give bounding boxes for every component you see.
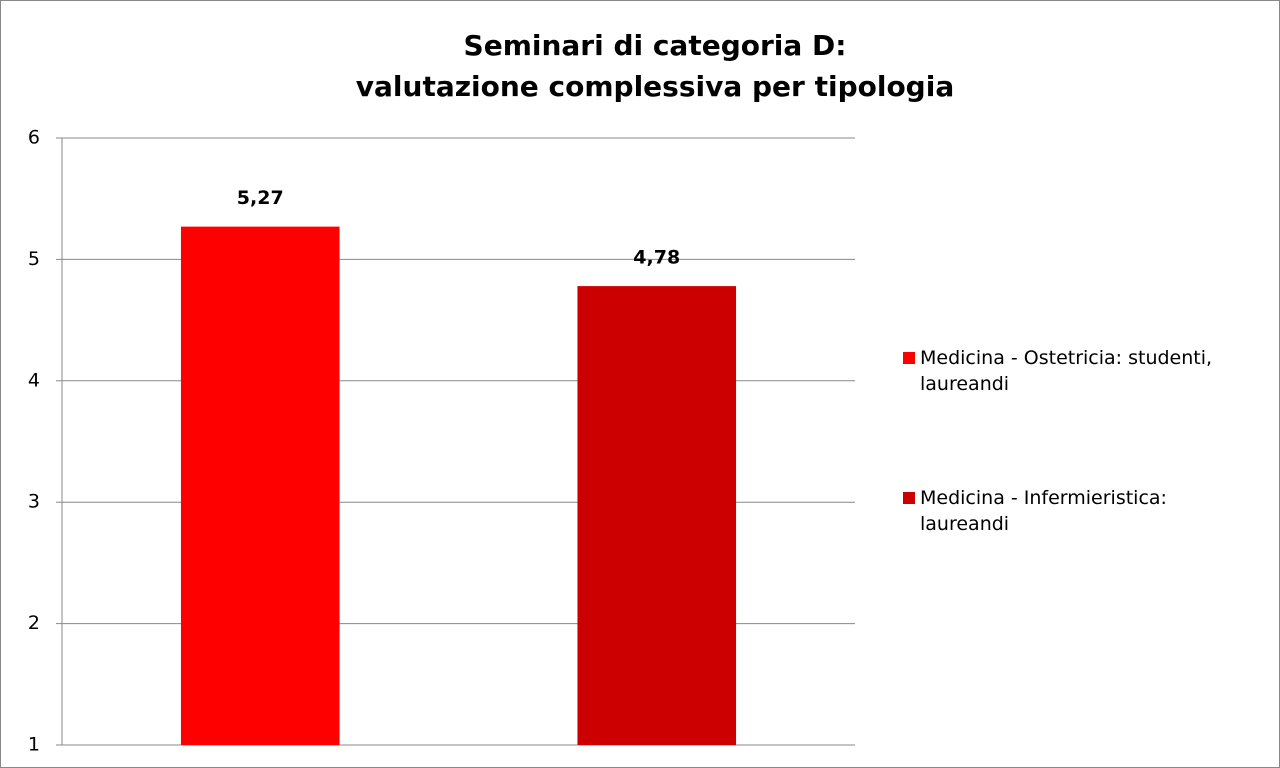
data-label: 5,27 — [237, 187, 284, 209]
chart-title: Seminari di categoria D: — [464, 29, 847, 62]
legend-swatch — [903, 492, 915, 504]
y-tick-label: 3 — [28, 491, 40, 513]
legend-label: Medicina - Ostetricia: studenti, laurean… — [920, 347, 1213, 395]
y-tick-label: 2 — [28, 612, 40, 634]
y-tick-label: 5 — [28, 248, 40, 270]
legend-label: Medicina - Infermieristica: laureandi — [920, 487, 1167, 535]
bar — [577, 286, 737, 745]
y-tick-label: 1 — [28, 734, 40, 756]
chart-title: valutazione complessiva per tipologia — [356, 70, 954, 103]
data-label: 4,78 — [633, 247, 680, 269]
y-tick-label: 6 — [28, 127, 40, 149]
bar — [180, 226, 340, 745]
y-tick-label: 4 — [28, 369, 40, 391]
legend-swatch — [903, 352, 915, 364]
